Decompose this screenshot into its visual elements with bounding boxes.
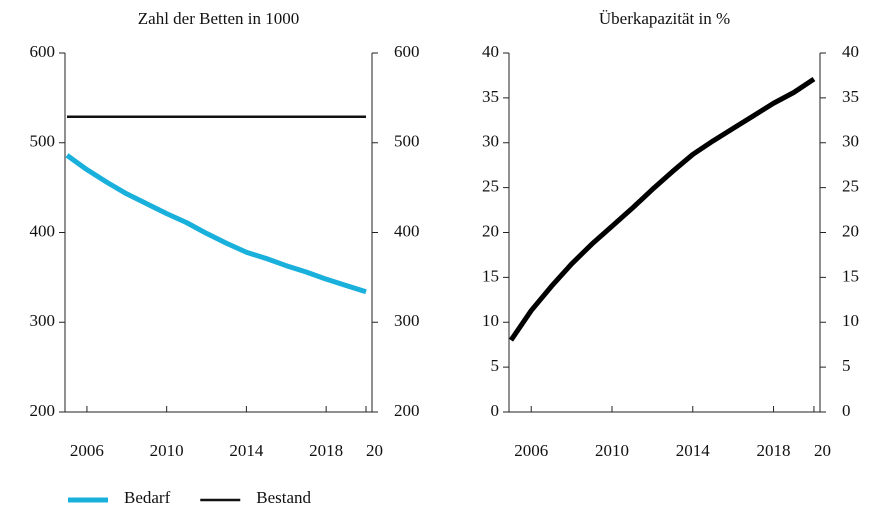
x-tick-label: 2014 xyxy=(229,441,264,460)
y2-tick-label: 500 xyxy=(394,132,420,151)
y2-tick-label: 35 xyxy=(842,87,859,106)
chart-title: Zahl der Betten in 1000 xyxy=(138,9,299,28)
legend-label: Bestand xyxy=(256,488,311,507)
y-tick-label: 35 xyxy=(482,87,499,106)
x-tick-label: 20 xyxy=(814,441,831,460)
y-tick-label: 0 xyxy=(491,401,500,420)
y-tick-label: 30 xyxy=(482,132,499,151)
y2-tick-label: 200 xyxy=(394,401,420,420)
y2-tick-label: 40 xyxy=(842,42,859,61)
y2-tick-label: 600 xyxy=(394,42,420,61)
x-tick-label: 2010 xyxy=(150,441,184,460)
chart-title: Überkapazität in % xyxy=(599,9,730,28)
y-tick-label: 20 xyxy=(482,221,499,240)
y2-tick-label: 5 xyxy=(842,356,851,375)
x-tick-label: 2006 xyxy=(70,441,104,460)
x-tick-label: 2006 xyxy=(514,441,548,460)
y-tick-label: 25 xyxy=(482,177,499,196)
y2-tick-label: 400 xyxy=(394,221,420,240)
y2-tick-label: 0 xyxy=(842,401,851,420)
line xyxy=(508,76,816,342)
y2-tick-label: 25 xyxy=(842,177,859,196)
y-tick-label: 600 xyxy=(30,42,56,61)
x-tick-label: 2018 xyxy=(309,441,343,460)
y-tick-label: 500 xyxy=(30,132,56,151)
x-tick-label: 2014 xyxy=(676,441,711,460)
x-tick-label: 2010 xyxy=(595,441,629,460)
x-tick-label: 2018 xyxy=(757,441,791,460)
y2-tick-label: 300 xyxy=(394,311,420,330)
y-tick-label: 5 xyxy=(491,356,500,375)
y-tick-label: 40 xyxy=(482,42,499,61)
x-tick-label: 20 xyxy=(366,441,383,460)
y-tick-label: 10 xyxy=(482,311,499,330)
y-tick-label: 300 xyxy=(30,311,56,330)
y-tick-label: 200 xyxy=(30,401,56,420)
y2-tick-label: 10 xyxy=(842,311,859,330)
y2-tick-label: 20 xyxy=(842,221,859,240)
y2-tick-label: 15 xyxy=(842,266,859,285)
line xyxy=(65,153,367,295)
legend-label: Bedarf xyxy=(124,488,171,507)
y2-tick-label: 30 xyxy=(842,132,859,151)
y-tick-label: 15 xyxy=(482,266,499,285)
y-tick-label: 400 xyxy=(30,221,56,240)
